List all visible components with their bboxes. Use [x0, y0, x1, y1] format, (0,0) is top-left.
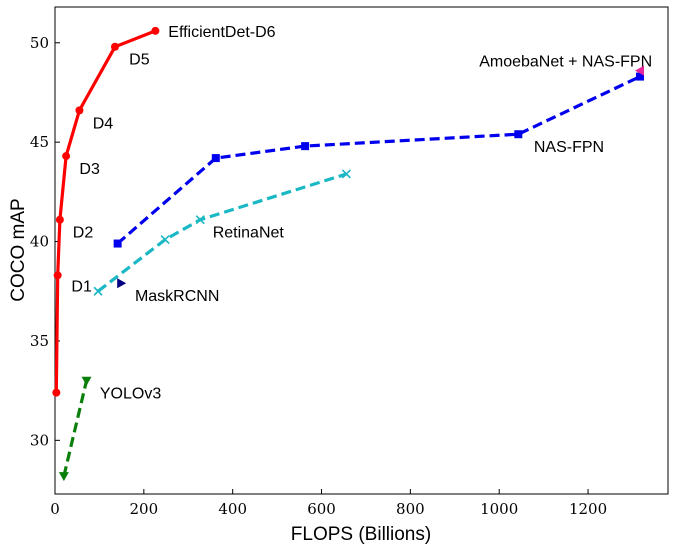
x-tick-label: 600	[307, 500, 336, 518]
yolov3-point	[58, 472, 69, 482]
amoebanet-nas-fpn-point	[635, 65, 645, 76]
annotation-label: D3	[79, 161, 100, 178]
retinanet-point	[341, 169, 351, 179]
x-tick-label: 400	[218, 500, 247, 518]
efficientdet-d6-point	[110, 42, 119, 51]
efficientdet-d6-line	[54, 29, 156, 393]
series-amoebanet-nas-fpn	[635, 65, 645, 76]
efficientdet-d6-point	[55, 215, 64, 224]
y-tick-label: 40	[30, 233, 49, 251]
annotation-label: D1	[71, 278, 92, 295]
annotation-label: EfficientDet-D6	[168, 24, 275, 41]
y-tick-label: 35	[30, 332, 49, 350]
retinanet-point	[93, 286, 103, 296]
y-tick-label: 50	[30, 34, 49, 52]
series-yolov3	[58, 376, 92, 482]
retinanet-point	[160, 235, 170, 245]
x-tick-label: 1200	[569, 500, 607, 518]
nas-fpn-line	[116, 75, 641, 245]
series-nas-fpn	[113, 72, 645, 248]
series-layer	[52, 26, 645, 482]
plot-frame	[54, 6, 669, 495]
series-maskrcnn	[117, 278, 127, 289]
x-tick-label: 200	[130, 500, 159, 518]
efficientdet-d6-point	[53, 271, 62, 280]
efficientdet-d6-point	[62, 152, 71, 161]
annotation-label: D4	[93, 115, 114, 132]
retinanet-point	[195, 215, 205, 225]
y-axis-title: COCO mAP	[8, 198, 29, 301]
nas-fpn-point	[113, 239, 122, 248]
efficientdet-d6-point	[52, 388, 61, 397]
retinanet-line	[97, 172, 347, 293]
y-tick-label: 45	[30, 133, 49, 151]
annotation-label: AmoebaNet + NAS-FPN	[479, 54, 652, 71]
series-efficientdet-d6	[52, 26, 160, 397]
nas-fpn-point	[301, 142, 310, 151]
annotation-label: MaskRCNN	[135, 288, 219, 305]
efficientdet-d6-point	[75, 106, 84, 115]
nas-fpn-point	[211, 154, 220, 163]
annotation-label: NAS-FPN	[534, 139, 604, 156]
x-tick-label: 800	[396, 500, 425, 518]
annotation-label: RetinaNet	[213, 225, 285, 242]
maskrcnn-point	[117, 278, 127, 289]
yolov3-line	[62, 380, 89, 477]
yolov3-point	[81, 376, 92, 386]
x-tick-label: 1000	[480, 500, 518, 518]
x-axis-ticks: 0 200 400 600 800 1000 1200	[50, 489, 607, 518]
x-tick-label: 0	[50, 500, 60, 518]
annotation-label: YOLOv3	[100, 386, 161, 403]
series-retinanet	[93, 169, 351, 296]
efficientdet-d6-point	[151, 26, 160, 35]
nas-fpn-point	[514, 130, 523, 139]
annotation-label: D5	[129, 52, 150, 69]
y-tick-label: 30	[30, 431, 49, 449]
x-axis-title: FLOPS (Billions)	[291, 524, 431, 545]
annotation-label: D2	[73, 225, 94, 242]
nas-fpn-point	[636, 72, 645, 81]
y-axis-ticks: 30 35 40 45 50	[30, 34, 60, 449]
annotation-layer: EfficientDet-D6 D5 D4 D3 D2 D1 MaskRCNN YOLOv3 R…	[71, 24, 652, 403]
